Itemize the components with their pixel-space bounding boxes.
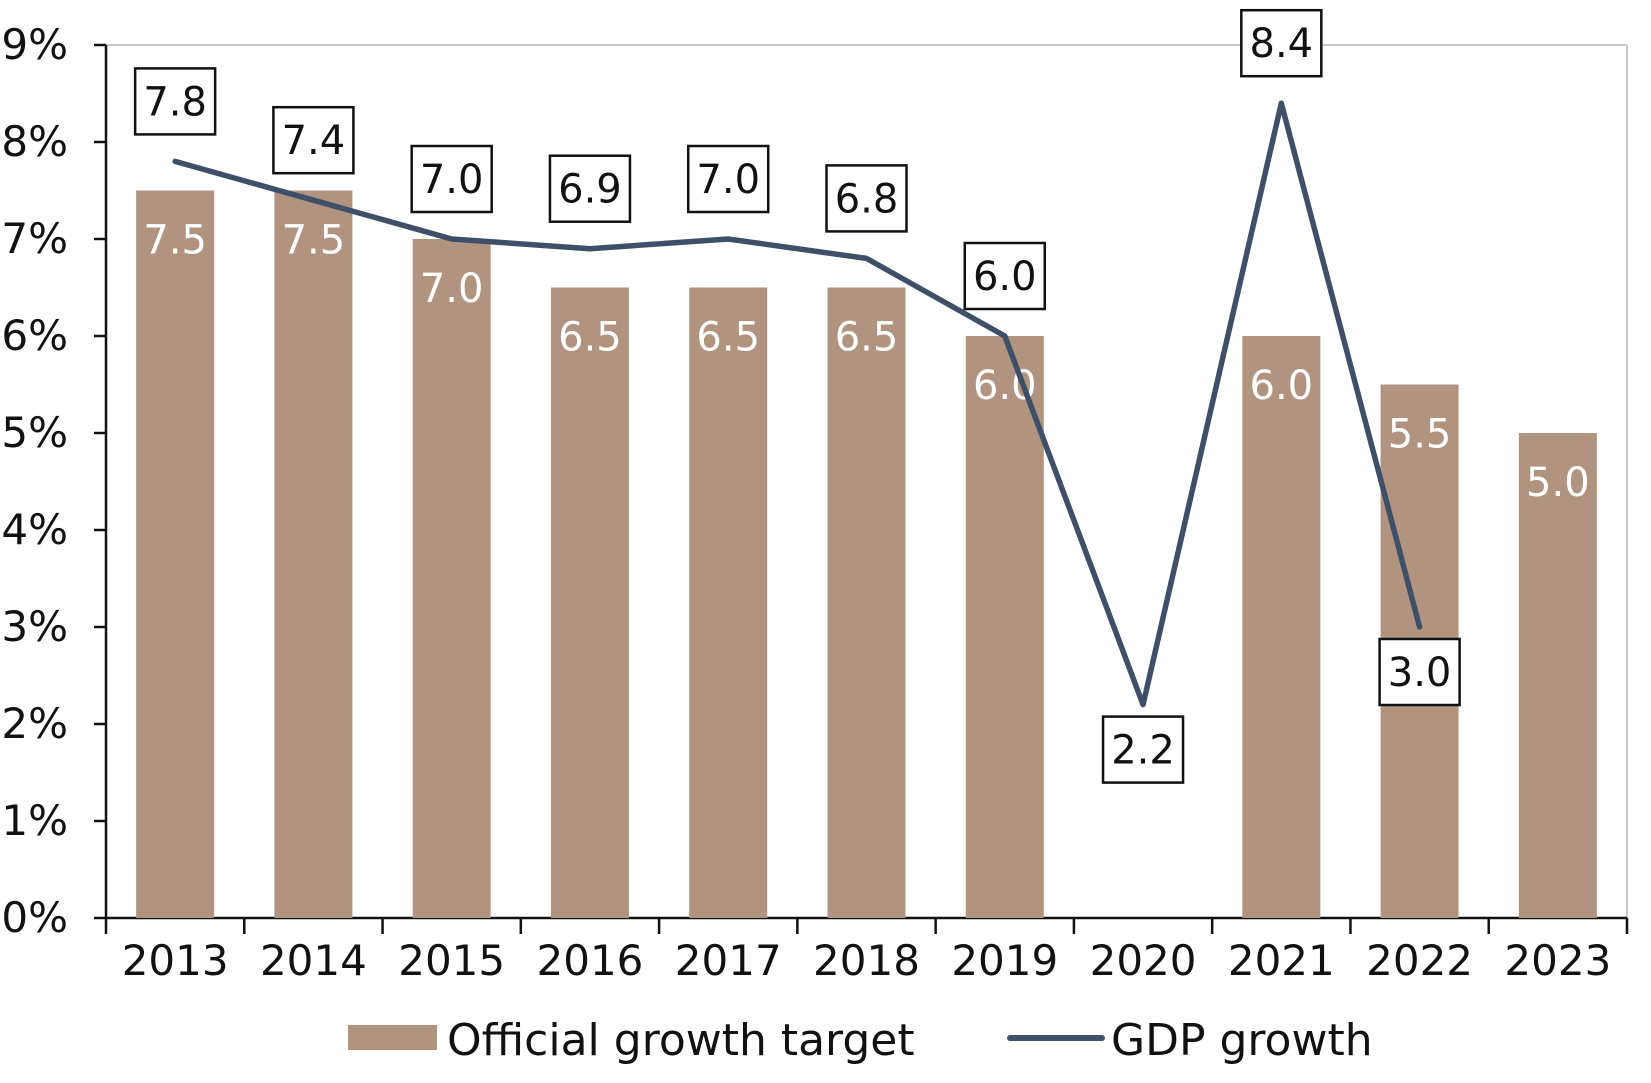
bar-data-label: 6.5 xyxy=(696,315,760,361)
line-data-label: 6.8 xyxy=(825,164,908,233)
line-data-label: 7.8 xyxy=(133,67,217,136)
bar-data-label: 7.0 xyxy=(420,266,484,312)
y-tick-label: 8% xyxy=(1,117,68,166)
line-data-label-text: 2.2 xyxy=(1111,728,1175,774)
x-tick-label: 2021 xyxy=(1228,936,1335,985)
legend-swatch-bar xyxy=(348,1025,437,1050)
legend: Official growth target GDP growth xyxy=(348,1015,1373,1066)
x-tick-label: 2023 xyxy=(1504,936,1611,985)
x-tick-label: 2015 xyxy=(398,936,505,985)
y-tick-label: 5% xyxy=(1,408,68,457)
y-tick-label: 3% xyxy=(1,602,68,651)
line-data-label-box xyxy=(272,105,355,175)
line-series xyxy=(172,100,1423,708)
bar-data-label: 5.0 xyxy=(1526,460,1590,506)
legend-label: GDP growth xyxy=(1111,1015,1373,1066)
bar xyxy=(274,190,353,918)
line-labels: 7.8 7.4 7.0 6.9 7.0 6.8 6.0 2.2 8.4 3.0 xyxy=(133,8,1461,784)
y-tick-label: 4% xyxy=(1,505,68,554)
line-data-label-text: 7.8 xyxy=(143,79,207,125)
line-data-label: 6.0 xyxy=(963,241,1047,311)
line-data-label-text: 3.0 xyxy=(1388,650,1452,696)
line-data-label-box xyxy=(410,144,493,214)
line-data-label-box xyxy=(1101,715,1185,784)
y-tick-label: 9% xyxy=(1,20,68,69)
line-data-label-text: 6.8 xyxy=(835,176,899,222)
line-data-label-box xyxy=(1378,637,1461,707)
line-data-label: 7.4 xyxy=(272,105,355,175)
x-tick-label: 2016 xyxy=(537,936,644,985)
y-tick-label: 6% xyxy=(1,311,68,360)
line-data-label-text: 6.0 xyxy=(973,254,1037,300)
line-data-label-text: 7.0 xyxy=(696,157,760,203)
y-tick-label: 0% xyxy=(1,893,68,942)
line-data-label-box xyxy=(548,154,632,223)
line-data-label-text: 6.9 xyxy=(558,167,622,213)
gdp-growth-line xyxy=(172,100,1423,708)
y-tick-label: 1% xyxy=(1,796,68,845)
bar xyxy=(1242,336,1321,918)
x-tick-label: 2014 xyxy=(260,936,367,985)
x-tick-label: 2020 xyxy=(1090,936,1197,985)
legend-label: Official growth target xyxy=(447,1015,915,1066)
bar-data-label: 7.5 xyxy=(143,218,207,264)
line-data-label-text: 7.0 xyxy=(420,157,484,203)
line-data-label: 8.4 xyxy=(1240,8,1323,78)
x-axis: 2013 2014 2015 2016 2017 2018 2019 2020 2021 2022… xyxy=(104,916,1629,985)
y-tick-label: 2% xyxy=(1,699,68,748)
line-data-label: 3.0 xyxy=(1378,637,1461,707)
line-data-label-box xyxy=(686,144,770,214)
bar xyxy=(965,336,1044,918)
bar-data-label: 5.5 xyxy=(1388,412,1452,458)
line-data-label-text: 8.4 xyxy=(1250,21,1314,67)
plot-frame xyxy=(106,44,1628,918)
bar-data-label: 6.5 xyxy=(835,315,899,361)
line-data-label-box xyxy=(963,241,1047,311)
bar xyxy=(550,287,629,918)
bar-data-label: 7.5 xyxy=(282,218,346,264)
bar xyxy=(689,287,768,918)
x-tick-label: 2018 xyxy=(813,936,920,985)
bar xyxy=(1518,433,1597,918)
legend-entry-official-growth-target: Official growth target xyxy=(348,1015,915,1066)
y-axis: 0% 1% 2% 3% 4% 5% 6% 7% 8% 9% xyxy=(1,20,108,942)
y-tick-label: 7% xyxy=(1,214,68,263)
line-data-label: 7.0 xyxy=(410,144,493,214)
bars: 7.5 7.5 7.0 6.5 6.5 6.5 6.0 6.0 5.5 5.0 xyxy=(136,190,1597,918)
line-data-label-text: 7.4 xyxy=(282,118,346,164)
x-tick-label: 2017 xyxy=(675,936,782,985)
bar-data-label: 6.0 xyxy=(1250,363,1314,409)
line-data-label: 7.0 xyxy=(686,144,770,214)
bar xyxy=(136,190,215,918)
line-data-label: 2.2 xyxy=(1101,715,1185,784)
legend-entry-gdp-growth: GDP growth xyxy=(1007,1015,1373,1066)
line-data-label-box xyxy=(825,164,908,233)
x-tick-label: 2013 xyxy=(122,936,229,985)
bar-data-label: 6.5 xyxy=(558,315,622,361)
bar xyxy=(412,239,491,918)
line-data-label-box xyxy=(1240,8,1323,78)
x-tick-label: 2022 xyxy=(1366,936,1473,985)
line-data-label: 6.9 xyxy=(548,154,632,223)
bar xyxy=(827,287,906,918)
x-tick-label: 2019 xyxy=(951,936,1058,985)
line-data-label-box xyxy=(133,67,217,136)
